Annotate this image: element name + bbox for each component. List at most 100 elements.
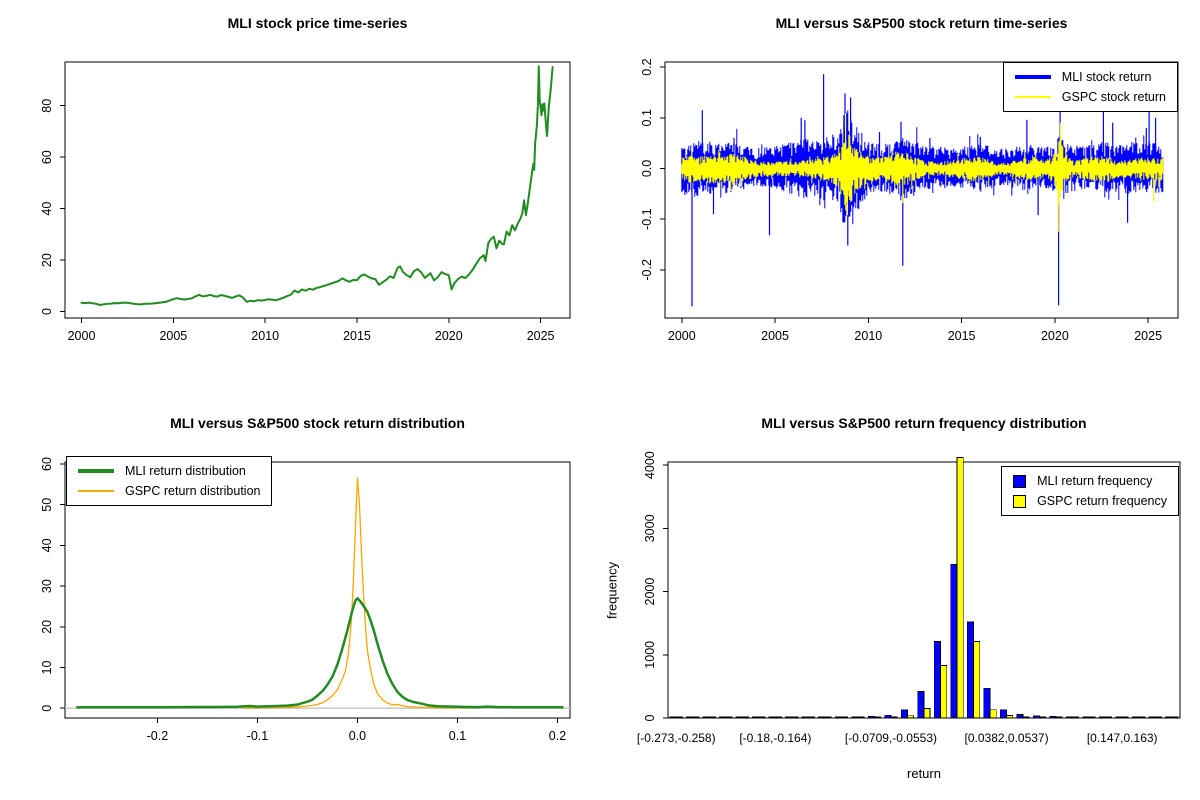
gspc-frequency-bar <box>675 716 683 719</box>
mli-square-swatch-icon <box>1013 474 1027 488</box>
mli-frequency-bar <box>834 716 842 719</box>
mli-frequency-bar <box>983 687 991 719</box>
y-tick-label: 1000 <box>643 641 657 669</box>
mli-line-swatch-icon <box>78 469 114 473</box>
gspc-return-noise <box>681 135 1164 211</box>
x-tick-label: -0.2 <box>147 729 169 743</box>
gspc-frequency-bar <box>907 715 914 719</box>
returns-legend: MLI stock return GSPC stock return <box>1002 62 1178 112</box>
x-tick-label: 2005 <box>159 329 187 343</box>
legend-item: GSPC stock return <box>1014 90 1166 104</box>
legend-label: GSPC return distribution <box>125 484 261 498</box>
legend-label: MLI stock return <box>1061 70 1152 84</box>
x-tick-label: 2010 <box>251 329 279 343</box>
gspc-frequency-bar <box>774 716 782 719</box>
mli-frequency-bar <box>1082 716 1090 719</box>
gspc-frequency-bar <box>692 716 700 719</box>
mli-frequency-bar <box>1099 716 1106 719</box>
y-tick-label: 60 <box>40 150 54 164</box>
y-tick-label: -0.1 <box>640 208 654 230</box>
mli-frequency-bar <box>933 641 941 719</box>
legend-item: MLI return distribution <box>78 464 260 478</box>
x-axis-title: return <box>907 766 941 781</box>
x-tick-label: 0.2 <box>549 729 566 743</box>
chart-title: MLI stock price time-series <box>227 15 408 31</box>
x-tick-label: -0.1 <box>247 729 269 743</box>
mli-density-curve <box>76 597 564 709</box>
y-tick-label: 10 <box>40 661 54 675</box>
x-tick-label: 2025 <box>527 329 555 343</box>
bin-label: [-0.0709,-0.0553) <box>845 731 937 745</box>
legend-item: GSPC return frequency <box>1013 494 1167 508</box>
gspc-frequency-bar <box>1006 715 1014 719</box>
gspc-frequency-bar <box>1121 716 1129 719</box>
mli-frequency-bar <box>1115 716 1123 719</box>
gspc-frequency-bar <box>874 716 881 719</box>
bin-label: [-0.273,-0.258) <box>637 731 716 745</box>
gspc-frequency-bar <box>1072 716 1080 719</box>
y-tick-label: 20 <box>40 620 54 634</box>
gspc-square-swatch-icon <box>1013 494 1027 508</box>
mli-frequency-bar <box>900 709 908 719</box>
x-tick-label: 2025 <box>1134 329 1162 343</box>
y-tick-label: 60 <box>40 457 54 471</box>
gspc-line-swatch-icon <box>78 490 114 492</box>
y-axis-title: frequency <box>604 561 620 619</box>
mli-frequency-bar <box>719 716 727 719</box>
gspc-frequency-bar <box>1138 716 1146 719</box>
x-tick-label: 2020 <box>1041 329 1069 343</box>
mli-frequency-bar <box>917 691 925 719</box>
y-tick-label: 0.2 <box>640 58 654 75</box>
y-tick-label: 4000 <box>643 451 657 479</box>
mli-frequency-bar <box>752 716 760 719</box>
y-tick-label: 50 <box>40 498 54 512</box>
y-tick-label: 0.0 <box>640 160 654 177</box>
y-tick-label: 0 <box>40 705 54 712</box>
mli-frequency-bar <box>867 716 875 719</box>
gspc-frequency-bar <box>807 716 815 719</box>
gspc-frequency-bar <box>741 716 749 719</box>
gspc-frequency-bar <box>841 716 848 719</box>
x-tick-label: 2000 <box>668 329 696 343</box>
gspc-line-swatch-icon <box>1014 96 1051 98</box>
bin-label: [0.147,0.163) <box>1087 731 1158 745</box>
legend-label: GSPC stock return <box>1061 90 1166 104</box>
gspc-return-spikes <box>845 112 1155 232</box>
plot-box <box>64 461 571 719</box>
density-legend: MLI return distribution GSPC return dist… <box>66 456 273 506</box>
legend-label: MLI return frequency <box>1037 474 1153 488</box>
gspc-frequency-bar <box>1105 716 1113 719</box>
mli-frequency-bar <box>1165 716 1173 719</box>
gspc-frequency-bar <box>1055 716 1063 719</box>
x-tick-label: 0.1 <box>449 729 466 743</box>
mli-frequency-bar <box>669 716 677 719</box>
gspc-frequency-bar <box>1154 716 1162 719</box>
plot-box <box>664 61 1179 319</box>
mli-frequency-bar <box>950 564 958 719</box>
mli-frequency-bar <box>999 709 1007 719</box>
mli-frequency-bar <box>735 716 743 719</box>
mli-frequency-bar <box>686 716 694 719</box>
mli-frequency-bar <box>1066 716 1073 719</box>
y-tick-label: 2000 <box>643 578 657 606</box>
y-tick-label: 0 <box>643 714 657 721</box>
legend-item: MLI stock return <box>1014 70 1166 84</box>
x-tick-label: 2010 <box>854 329 882 343</box>
mli-frequency-bar <box>768 716 776 719</box>
gspc-frequency-bar <box>940 665 948 719</box>
gspc-frequency-bar <box>708 716 716 719</box>
mli-frequency-bar <box>1016 714 1024 719</box>
y-tick-label: 40 <box>40 538 54 552</box>
gspc-frequency-bar <box>956 457 964 719</box>
gspc-frequency-bar <box>989 709 997 719</box>
mli-line-swatch-icon <box>1014 75 1051 79</box>
plot-box <box>64 61 571 319</box>
gspc-frequency-bar <box>725 716 733 719</box>
y-tick-label: 0.1 <box>640 109 654 126</box>
y-tick-label: 80 <box>40 99 54 113</box>
histogram-legend: MLI return frequency GSPC return frequen… <box>1001 466 1179 516</box>
panel-histogram: 0 1000 2000 3000 4000 [-0.273,-0.258) [-0.18,-… <box>600 400 1200 800</box>
mli-frequency-bar <box>702 716 710 719</box>
y-tick-label: -0.2 <box>640 259 654 281</box>
